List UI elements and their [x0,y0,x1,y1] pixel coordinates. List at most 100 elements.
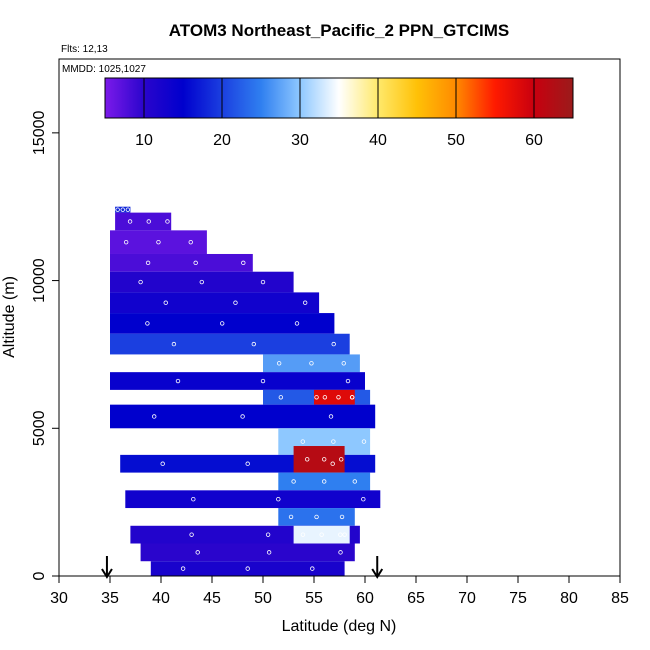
sample-point [300,439,305,444]
sample-point [163,300,168,305]
sample-point [195,550,200,555]
sample-point [338,532,343,537]
sample-point [342,532,347,537]
colorbar-tick-label: 10 [135,132,153,149]
y-tick-label: 0 [31,571,48,580]
sample-point [123,239,129,245]
x-tick-label: 50 [254,590,272,607]
latitude-marker-arrowhead [101,568,113,579]
sample-point [314,514,319,520]
sample-point [322,479,327,484]
sample-point [339,514,345,520]
y-tick-label: 10000 [31,258,48,303]
sample-point [240,414,245,419]
x-axis-label: Latitude (deg N) [282,618,397,635]
heatmap-cell [110,271,294,293]
flights-label: Flts: 12,13 [61,44,108,55]
heatmap-cell [314,389,355,405]
sample-point [310,566,315,571]
plot-frame [58,58,621,577]
sample-point [171,341,177,347]
heatmap-cell [293,446,345,473]
y-tick-label: 5000 [31,410,48,446]
sample-point [199,279,204,285]
sample-point [322,395,328,400]
sample-point [151,414,157,419]
heatmap-cell [115,206,131,213]
sample-point [233,300,238,305]
sample-point [180,566,186,571]
heatmap-cell [140,543,355,562]
colorbar-ticks: 10 20 30 40 50 60 [135,78,543,149]
sample-point [314,395,319,400]
sample-point [266,550,272,555]
chart-title: ATOM3 Northeast_Pacific_2 PPN_GTCIMS [169,21,509,40]
x-tick-label: 70 [458,590,476,607]
sample-point [120,207,125,212]
sample-point [338,550,343,555]
x-tick-label: 65 [407,590,425,607]
y-tick-label: 15000 [31,111,48,156]
sample-point [322,457,327,462]
sample-point [160,461,165,466]
sample-point [349,395,355,400]
sample-point [245,461,250,466]
x-tick-label: 40 [152,590,170,607]
heatmap-cell [110,253,253,272]
x-tick-label: 85 [611,590,629,607]
sample-point [341,361,346,366]
sample-point [336,395,341,400]
sample-point [189,532,194,537]
colorbar-tick-label: 60 [525,132,543,149]
sample-point [241,260,246,266]
sample-point [191,496,196,502]
x-tick-label: 60 [356,590,374,607]
sample-points [115,207,367,571]
heatmap-cell [110,404,376,429]
x-tick-label: 35 [101,590,119,607]
dates-label: MMDD: 1025,1027 [62,64,146,75]
sample-point [145,321,150,326]
sample-point [156,239,161,245]
heatmap-cell [110,292,320,314]
x-tick-label: 55 [305,590,323,607]
x-tick-label: 80 [560,590,578,607]
sample-point [319,532,324,537]
x-tick-label: 75 [509,590,527,607]
sample-point [345,378,351,384]
x-axis: 30 35 40 45 50 55 60 65 70 75 80 85 [50,576,629,607]
heatmap-cell [110,313,335,334]
sample-point [276,496,281,502]
x-tick-label: 45 [203,590,221,607]
y-axis-label: Altitude (m) [1,276,18,358]
sample-point [300,532,306,537]
sample-point [302,300,308,305]
sample-point [309,361,314,366]
sample-point [127,219,133,224]
heatmap-cell [293,525,350,544]
sample-point [219,321,225,326]
sample-point [188,239,193,245]
latitude-marker-arrowhead [371,568,384,579]
data-cells [110,206,381,576]
colorbar-tick-label: 30 [291,132,309,149]
sample-point [165,219,170,224]
y-axis: 0 5000 10000 15000 [31,111,59,580]
colorbar [104,77,574,119]
colorbar-tick-label: 50 [447,132,465,149]
sample-point [260,279,266,285]
sample-point [291,479,296,484]
heatmap-cell [110,230,207,254]
sample-point [331,341,336,347]
sample-point [330,461,335,466]
sample-point [146,219,151,224]
sample-point [305,457,310,462]
sample-point [294,321,300,326]
sample-point [193,260,198,266]
sample-point [138,279,143,285]
sample-point [276,361,282,366]
colorbar-tick-label: 40 [369,132,387,149]
sample-point [352,479,357,484]
heatmap-cell [125,490,381,509]
sample-point [145,260,151,266]
